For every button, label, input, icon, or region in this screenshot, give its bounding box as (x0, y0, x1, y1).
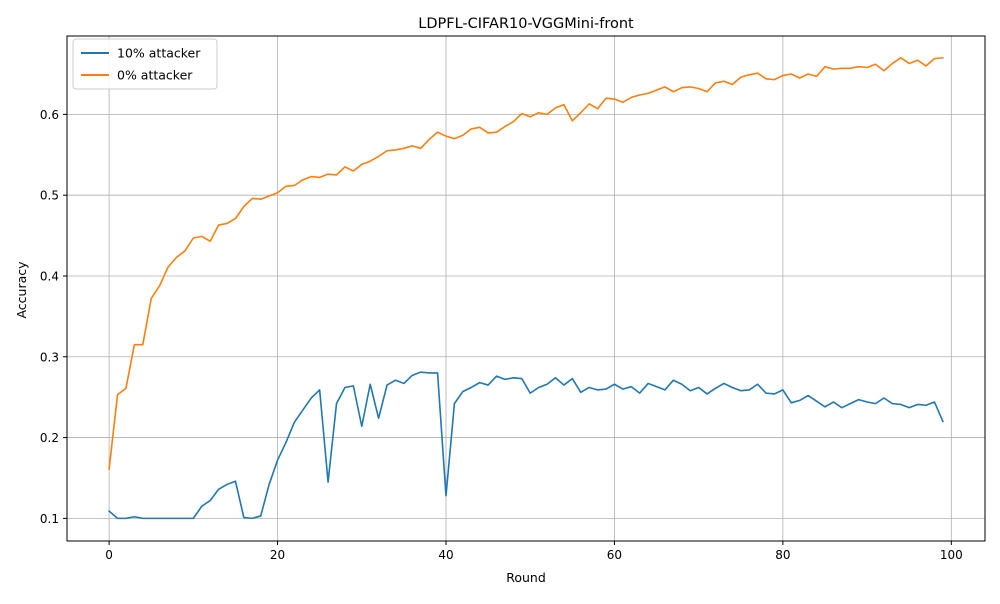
x-axis-ticks: 0 20 40 60 80 100 (105, 541, 962, 562)
y-axis-ticks: 0.1 0.2 0.3 0.4 0.5 0.6 (40, 108, 67, 526)
legend: 10% attacker 0% attacker (73, 39, 217, 89)
legend-label-0pct-attacker: 0% attacker (117, 68, 193, 83)
chart-title: LDPFL-CIFAR10-VGGMini-front (418, 16, 634, 32)
series-line-0pct-attacker (109, 58, 943, 469)
y-axis-label: Accuracy (14, 261, 29, 319)
x-tick-label: 60 (607, 548, 622, 562)
legend-label-10pct-attacker: 10% attacker (117, 46, 201, 61)
x-tick-label: 80 (775, 548, 790, 562)
y-tick-label: 0.6 (40, 108, 59, 122)
y-tick-label: 0.4 (40, 269, 59, 283)
x-tick-label: 100 (940, 548, 963, 562)
x-tick-label: 0 (105, 548, 113, 562)
y-tick-label: 0.5 (40, 189, 59, 203)
x-tick-label: 20 (270, 548, 285, 562)
y-tick-label: 0.1 (40, 512, 59, 526)
series-line-10pct-attacker (109, 372, 943, 518)
y-tick-label: 0.3 (40, 350, 59, 364)
x-tick-label: 40 (438, 548, 453, 562)
y-tick-label: 0.2 (40, 431, 59, 445)
x-axis-label: Round (506, 570, 546, 585)
plot-frame (67, 36, 985, 541)
grid (67, 36, 985, 541)
series-group (109, 58, 943, 519)
